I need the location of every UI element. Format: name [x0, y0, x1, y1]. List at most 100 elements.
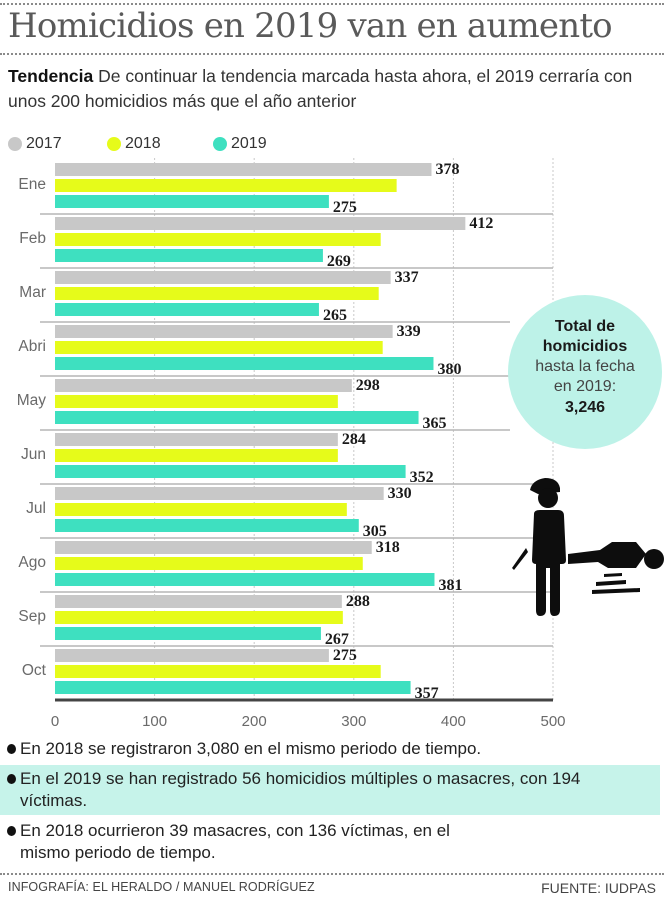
bar-2018-jul	[55, 503, 347, 516]
footer-credit: INFOGRAFÍA: EL HERALDO / MANUEL RODRÍGUE…	[8, 880, 315, 894]
bar-2017-sep	[55, 595, 342, 608]
legend-swatch-2018	[107, 137, 121, 151]
bar-2019-ene	[55, 195, 329, 208]
category-label: May	[17, 392, 47, 409]
x-tick-label: 300	[341, 713, 366, 730]
total-callout: Total de homicidios hasta la fecha en 20…	[508, 295, 662, 449]
note-text: En 2018 se registraron 3,080 en el mismo…	[20, 739, 482, 758]
category-label: Sep	[18, 608, 46, 625]
bar-2017-jun	[55, 433, 338, 446]
category-label: Ene	[18, 176, 46, 193]
data-label-2017: 288	[346, 593, 370, 610]
subtitle: Tendencia De continuar la tendencia marc…	[8, 64, 658, 114]
data-label-2017: 298	[356, 377, 380, 394]
bar-2018-oct	[55, 665, 381, 678]
data-label-2019: 352	[410, 469, 434, 486]
bar-2019-jul	[55, 519, 359, 532]
bar-2017-mar	[55, 271, 391, 284]
legend-swatch-2017	[8, 137, 22, 151]
bar-2018-feb	[55, 233, 381, 246]
x-tick-label: 400	[441, 713, 466, 730]
legend-label-2018: 2018	[125, 135, 161, 152]
data-label-2017: 339	[397, 323, 421, 340]
footer-dotted-rule	[0, 873, 664, 875]
bar-2018-may	[55, 395, 338, 408]
category-label: Mar	[19, 284, 46, 301]
x-tick-label: 0	[51, 713, 59, 730]
bar-2018-sep	[55, 611, 343, 624]
bar-2018-ene	[55, 179, 397, 192]
data-label-2019: 381	[438, 577, 462, 594]
data-label-2019: 357	[415, 685, 439, 702]
bar-2019-jun	[55, 465, 406, 478]
bar-2019-abri	[55, 357, 434, 370]
bar-2017-feb	[55, 217, 466, 230]
standing-figure-icon	[512, 478, 566, 616]
bullet-icon	[7, 826, 16, 836]
x-tick-label: 500	[540, 713, 565, 730]
x-tick-label: 100	[142, 713, 167, 730]
bullet-icon	[7, 774, 16, 784]
data-label-2017: 337	[395, 269, 419, 286]
legend-item-2019: 2019	[213, 135, 267, 153]
data-label-2019: 269	[327, 253, 351, 270]
subtitle-lead: Tendencia	[8, 66, 94, 86]
bar-2019-may	[55, 411, 419, 424]
data-label-2017: 318	[376, 539, 400, 556]
bullet-icon	[7, 744, 16, 754]
data-label-2017: 412	[469, 215, 493, 232]
note-item: En 2018 ocurrieron 39 masacres, con 136 …	[0, 820, 664, 864]
legend-item-2017: 2017	[8, 135, 62, 153]
bar-2017-ene	[55, 163, 432, 176]
category-label: Feb	[19, 230, 46, 247]
bar-2017-abri	[55, 325, 393, 338]
footer-source: FUENTE: IUDPAS	[541, 880, 656, 896]
page-title: Homicidios en 2019 van en aumento	[8, 6, 613, 46]
note-item-highlighted: En el 2019 se han registrado 56 homicidi…	[0, 765, 660, 815]
bar-2018-ago	[55, 557, 363, 570]
data-label-2017: 378	[435, 161, 459, 178]
x-tick-label: 200	[242, 713, 267, 730]
bar-2019-mar	[55, 303, 319, 316]
top-dotted-rule	[0, 3, 664, 5]
crime-scene-icon	[512, 478, 664, 616]
note-text: En el 2019 se han registrado 56 homicidi…	[20, 769, 581, 810]
callout-line-1: Total de	[554, 318, 616, 335]
legend-swatch-2019	[213, 137, 227, 151]
victim-figure-icon	[568, 542, 664, 594]
callout-line-2: homicidios	[542, 338, 628, 355]
category-label: Ago	[18, 554, 46, 571]
callout-line-4: en 2019:	[553, 378, 617, 395]
category-label: Abri	[18, 338, 46, 355]
legend-label-2017: 2017	[26, 135, 62, 152]
bar-2019-sep	[55, 627, 321, 640]
data-label-2017: 275	[333, 647, 357, 664]
data-label-2019: 267	[325, 631, 349, 648]
data-label-2019: 275	[333, 199, 357, 216]
bar-2017-ago	[55, 541, 372, 554]
category-label: Oct	[22, 662, 47, 679]
bar-2018-abri	[55, 341, 383, 354]
bar-2019-ago	[55, 573, 435, 586]
bar-2019-feb	[55, 249, 323, 262]
legend-item-2018: 2018	[107, 135, 161, 153]
note-text: En 2018 ocurrieron 39 masacres, con 136 …	[20, 821, 450, 862]
category-label: Jul	[26, 500, 46, 517]
data-label-2019: 380	[437, 361, 461, 378]
bar-2018-jun	[55, 449, 338, 462]
notes-list: En 2018 se registraron 3,080 en el mismo…	[0, 738, 664, 864]
data-label-2019: 305	[363, 523, 387, 540]
data-label-2017: 284	[342, 431, 366, 448]
note-item: En 2018 se registraron 3,080 en el mismo…	[0, 738, 664, 760]
bar-2018-mar	[55, 287, 379, 300]
callout-line-3: hasta la fecha	[535, 358, 635, 375]
category-label: Jun	[21, 446, 46, 463]
bar-2017-jul	[55, 487, 384, 500]
bar-chart: Ene 378 275 Feb 412 269 Mar 337 265 Abri 339 380 May…	[17, 158, 566, 730]
bar-2019-oct	[55, 681, 411, 694]
title-dotted-rule	[0, 53, 664, 55]
bar-2017-oct	[55, 649, 329, 662]
data-label-2019: 365	[423, 415, 447, 432]
legend-label-2019: 2019	[231, 135, 267, 152]
callout-value: 3,246	[564, 399, 606, 416]
